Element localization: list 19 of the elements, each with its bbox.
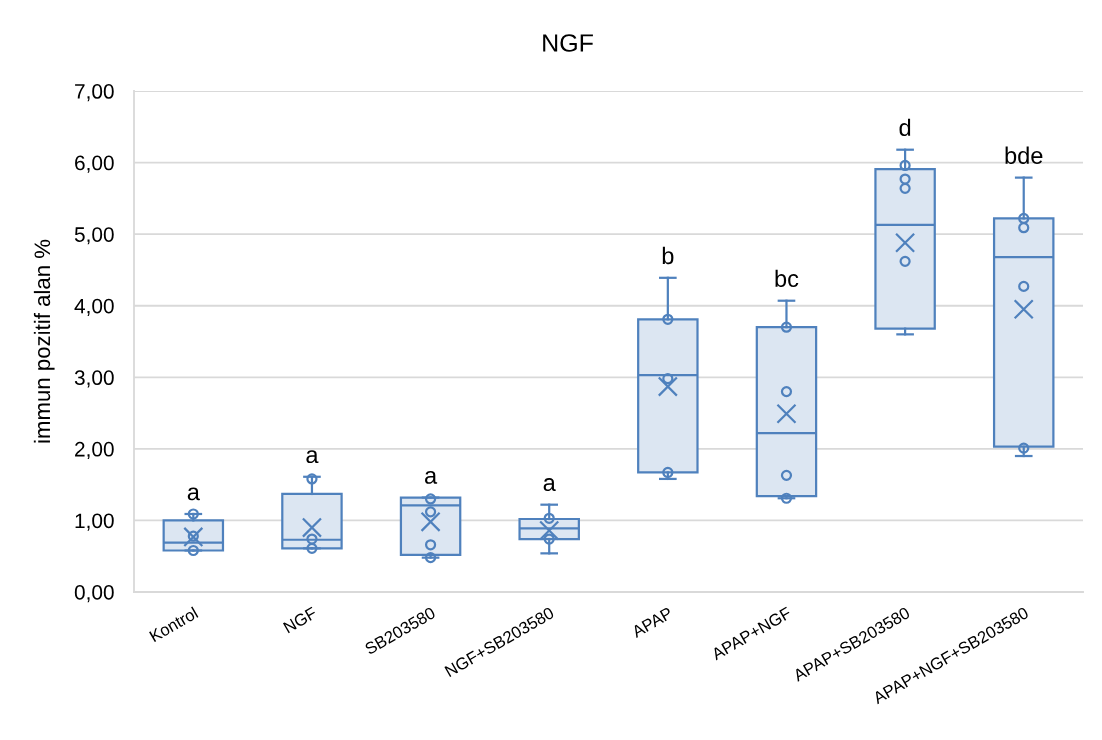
y-tick-label: 0,00 <box>74 585 114 603</box>
annotation: b <box>662 246 674 265</box>
y-tick-label: 2,00 <box>75 441 114 460</box>
y-tick-label: 4,00 <box>74 298 114 316</box>
annotation: a <box>543 478 556 492</box>
annotation: d <box>899 118 911 137</box>
y-tick-label: 6,00 <box>75 155 114 173</box>
y-tick-label: 1,00 <box>75 513 114 531</box>
annotation: a <box>425 470 438 484</box>
annotation: bc <box>775 269 799 288</box>
annotation: a <box>187 487 200 501</box>
y-tick-label: 5,00 <box>74 227 114 245</box>
y-tick-label: 7,00 <box>75 84 114 102</box>
y-tick-label: 3,00 <box>74 370 114 388</box>
annotation: a <box>306 450 319 464</box>
annotation: bde <box>1005 146 1043 164</box>
y-axis-title: immun pozitif alan % <box>33 239 55 443</box>
x-tick-label: NGF <box>282 606 318 634</box>
chart-title: NGF <box>543 34 593 52</box>
